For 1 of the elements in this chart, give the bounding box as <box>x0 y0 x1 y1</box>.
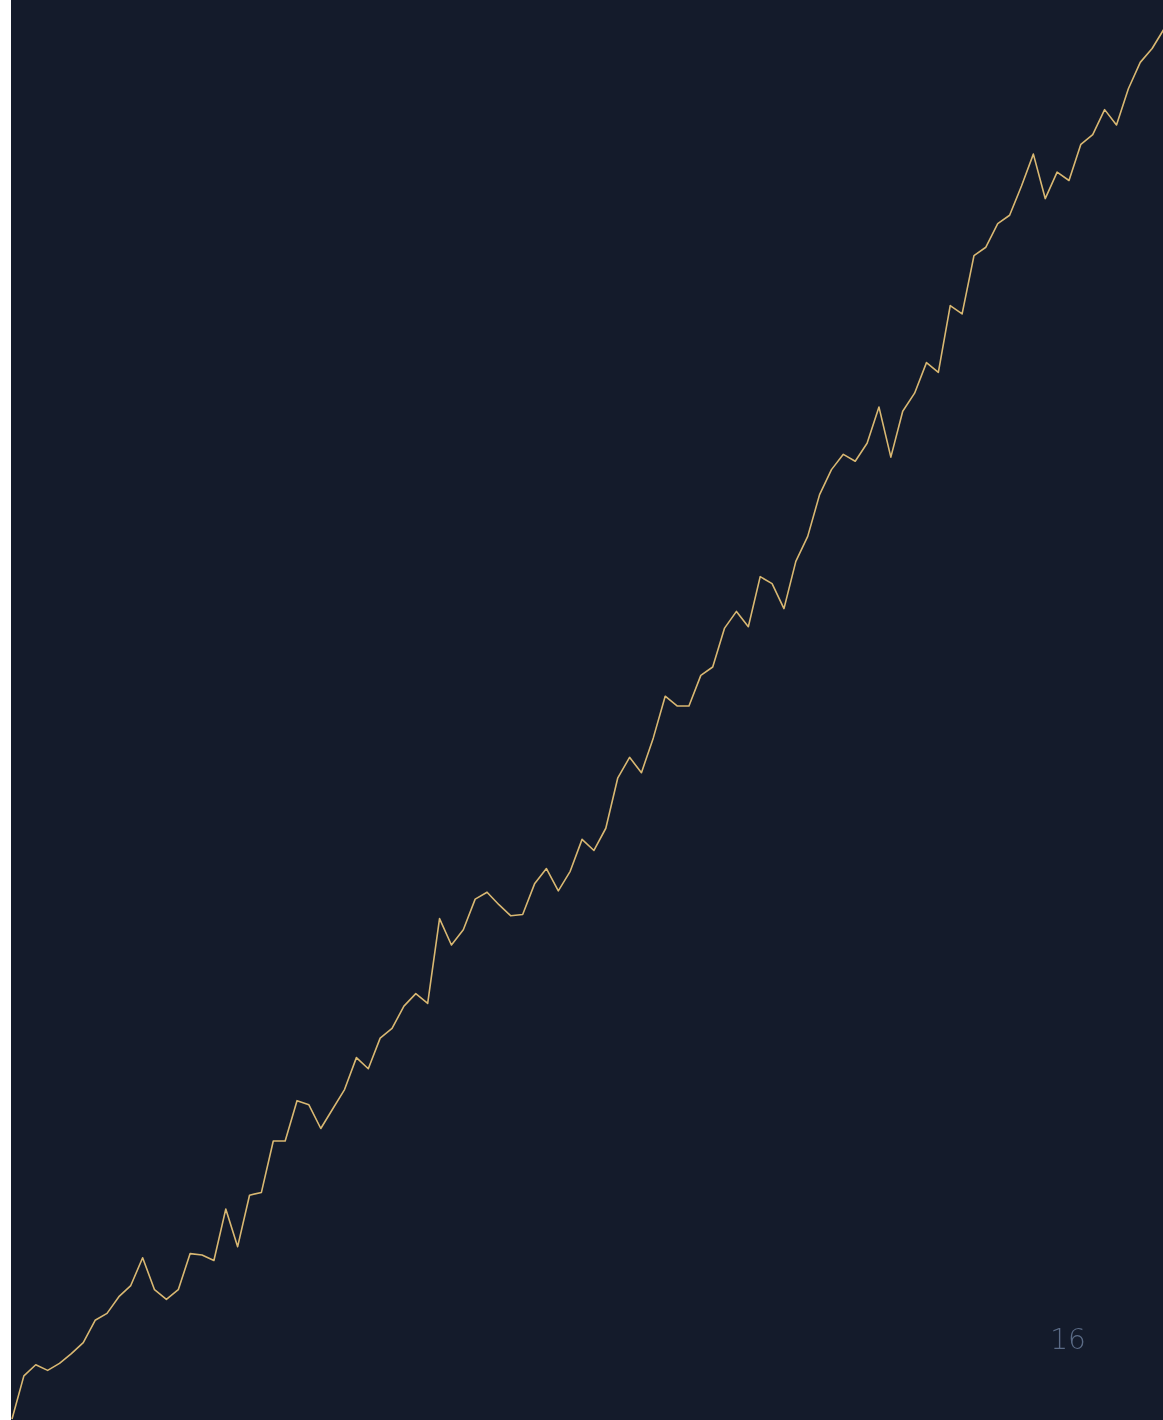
annotation: 16 <box>1050 1323 1086 1356</box>
